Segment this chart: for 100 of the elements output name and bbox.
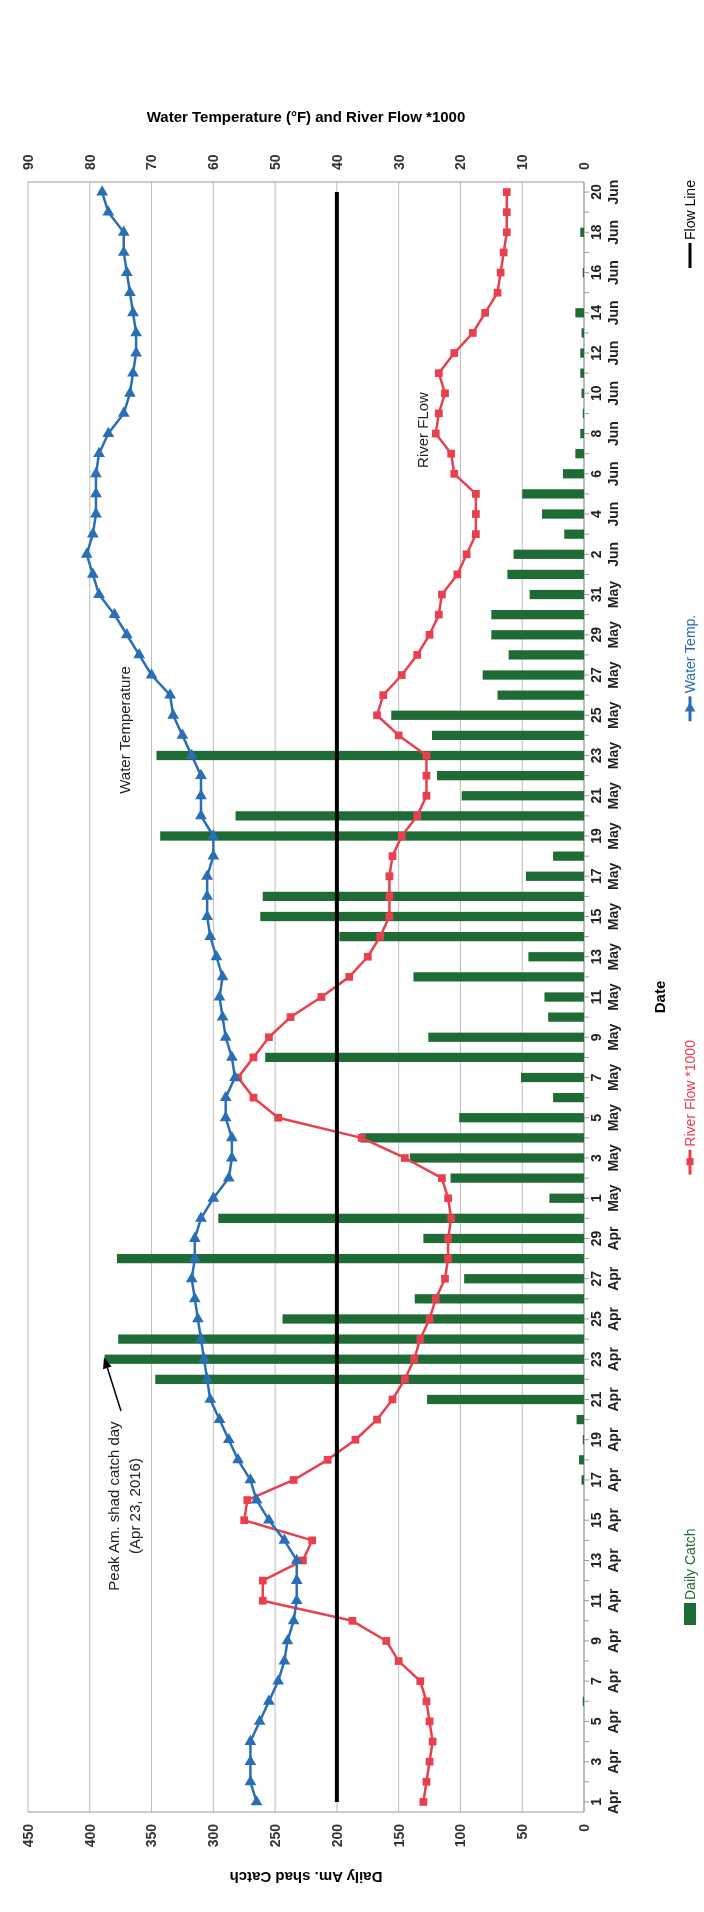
y-tick-label: 7 May <box>587 1063 621 1092</box>
bar <box>436 771 584 781</box>
y-tick-label: 21 Apr <box>587 1386 621 1412</box>
bar <box>525 871 584 881</box>
y-tick-label: 7 Apr <box>587 1668 621 1694</box>
x-tick-label: 400 <box>81 1823 98 1848</box>
y-tick-label: 8 Jun <box>587 421 621 446</box>
bar <box>282 1314 584 1324</box>
bar <box>576 1414 584 1425</box>
bar <box>564 529 584 539</box>
y-tick-label: 10 Jun <box>587 380 621 406</box>
bar <box>118 1334 584 1344</box>
x2-tick-label: 40 <box>328 154 345 170</box>
y-tick-label: 5 Apr <box>587 1708 621 1734</box>
text: Flow Line <box>681 179 698 240</box>
y-tick-label: 25 Apr <box>587 1306 621 1332</box>
text: Daily Catch <box>681 1528 698 1600</box>
y-tick-label: 11 Apr <box>587 1588 621 1613</box>
annotation: Peak Am. shad catch day (Apr 23, 2016) <box>105 1420 144 1591</box>
bar <box>553 1092 584 1103</box>
bar <box>549 1193 584 1203</box>
x-tick-label: 250 <box>267 1823 284 1848</box>
x-tick-label: 100 <box>452 1823 469 1848</box>
bar <box>563 469 584 479</box>
bar <box>548 1012 584 1022</box>
annotation: River FLow <box>414 391 432 468</box>
y-tick-label: 9 May <box>587 1023 621 1051</box>
x-tick-label: 0 <box>575 1823 592 1832</box>
bar <box>575 308 584 318</box>
bar <box>260 911 584 922</box>
y-tick-label: 21 May <box>587 781 621 810</box>
bar <box>160 831 584 841</box>
bar <box>508 650 584 660</box>
bar <box>116 1253 584 1264</box>
bar <box>413 972 584 982</box>
bar <box>428 1032 584 1042</box>
x-axis-title: Daily Am. shad Catch <box>229 1869 383 1886</box>
bar <box>544 992 584 1002</box>
bar <box>580 348 584 358</box>
x-tick-label: 350 <box>143 1823 160 1848</box>
y-tick-label: 27 May <box>587 661 621 689</box>
bar <box>461 791 584 801</box>
y-tick-label: 19 Apr <box>587 1427 621 1452</box>
bar <box>528 952 584 962</box>
annotation: Water Temperature <box>116 666 134 794</box>
y-tick-label: 13 Apr <box>587 1547 621 1573</box>
bar <box>553 851 584 861</box>
x2-axis-title: Water Temperature (°F) and River Flow *1000 <box>146 108 466 125</box>
y-tick-label: 3 Apr <box>587 1749 621 1774</box>
bar <box>265 1052 584 1062</box>
bar <box>491 610 584 620</box>
y-tick-label: 5 May <box>587 1103 621 1132</box>
x-tick-label: 200 <box>328 1823 345 1848</box>
bar <box>450 1173 584 1183</box>
bar <box>218 1213 584 1223</box>
bar <box>580 368 584 378</box>
y-tick-label: 1 Apr <box>587 1789 621 1814</box>
y-tick-label: 27 Apr <box>587 1266 621 1291</box>
bar <box>464 1274 584 1284</box>
bar <box>262 891 584 902</box>
bar <box>459 1113 584 1123</box>
y-tick-label: 1 May <box>587 1184 621 1212</box>
bar <box>156 750 584 761</box>
y-axis-title: Date <box>651 980 668 1014</box>
bar <box>580 428 584 439</box>
bar <box>497 690 584 700</box>
y-tick-label: 15 May <box>587 902 621 931</box>
bar <box>391 710 584 720</box>
bar <box>155 1374 584 1384</box>
y-tick-label: 13 May <box>587 942 621 971</box>
y-tick-label: 23 Apr <box>587 1346 621 1372</box>
y-tick-label: 16 Jun <box>587 260 621 285</box>
x-tick-label: 150 <box>390 1823 407 1848</box>
y-tick-label: 17 May <box>587 862 621 890</box>
y-tick-label: 14 Jun <box>587 300 621 326</box>
y-tick-label: 31 May <box>587 580 621 609</box>
y-tick-label: 29 Apr <box>587 1225 621 1251</box>
x2-tick-label: 30 <box>390 154 407 170</box>
y-tick-label: 12 Jun <box>587 340 621 366</box>
y-tick-label: 17 Apr <box>587 1467 621 1493</box>
bar <box>529 589 584 600</box>
bar <box>235 811 584 821</box>
bar <box>491 630 584 640</box>
x-tick-label: 450 <box>19 1823 36 1848</box>
bar <box>575 449 584 459</box>
y-tick-label: 23 May <box>587 741 621 770</box>
y-tick-label: 9 Apr <box>587 1628 621 1654</box>
y-tick-label: 15 Apr <box>587 1507 621 1533</box>
x2-tick-label: 50 <box>267 154 284 170</box>
bar <box>414 1294 584 1304</box>
x-tick-label: 300 <box>205 1823 222 1848</box>
y-tick-label: 6 Jun <box>587 461 621 487</box>
y-tick-label: 11 May <box>587 983 621 1011</box>
bar <box>522 489 584 499</box>
x2-tick-label: 20 <box>452 154 469 170</box>
y-tick-label: 18 Jun <box>587 219 621 245</box>
bar <box>513 549 584 559</box>
x2-tick-label: 90 <box>19 154 36 170</box>
x2-tick-label: 0 <box>575 162 592 170</box>
x-tick-label: 50 <box>514 1823 531 1840</box>
